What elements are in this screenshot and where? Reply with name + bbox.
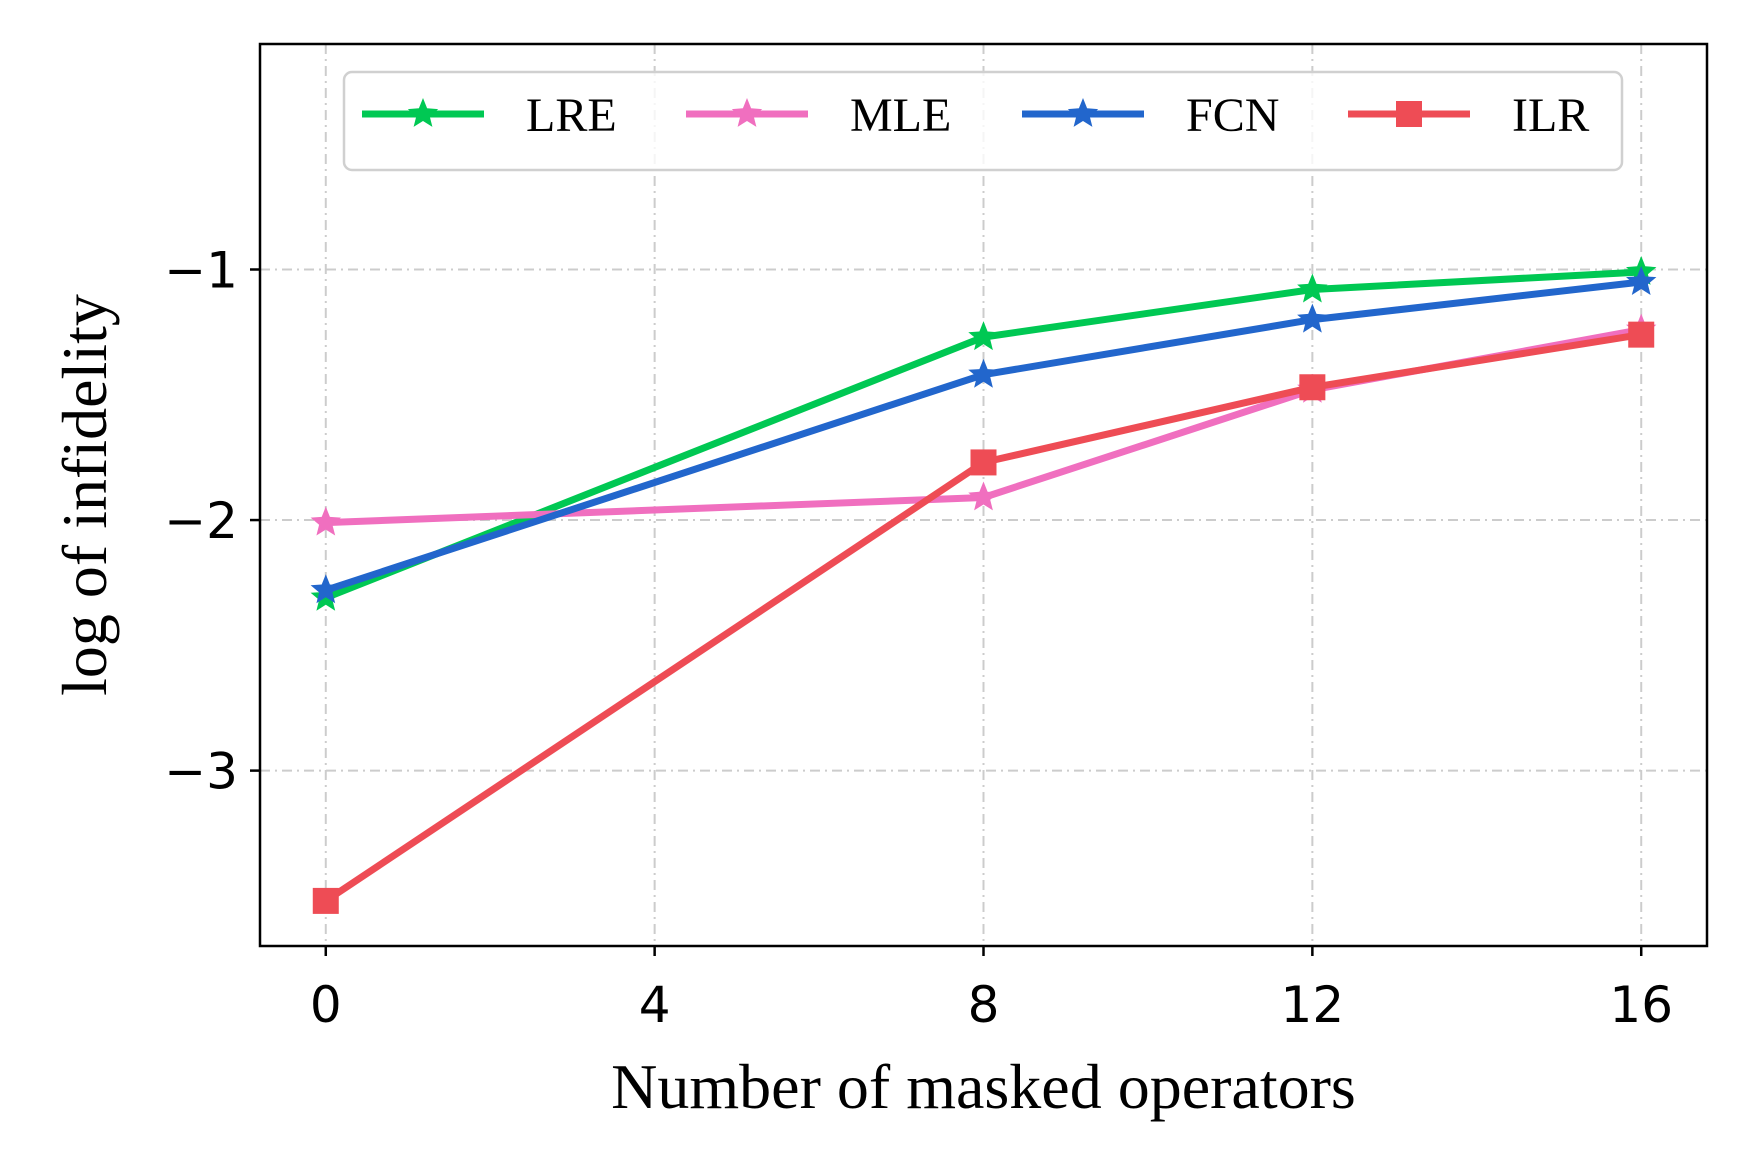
y-axis-title: log of infidelity [49,294,120,696]
series-line-ilr [323,331,1642,904]
data-point-fcn [1297,303,1328,333]
legend-label: MLE [850,89,951,142]
x-tick-label: 16 [1609,976,1673,1034]
legend-entry-lre: LRE [362,89,617,142]
data-point-fcn [1626,266,1657,295]
legend-label: LRE [526,89,617,142]
data-point-ilr [1299,374,1326,401]
data-point-mle [968,481,999,511]
legend-marker [1067,98,1099,127]
data-point-ilr [312,887,339,914]
legend-entry-ilr: ILR [1348,89,1589,142]
series-line-lre [324,268,1642,601]
legend-marker [407,98,439,127]
legend-entry-mle: MLE [686,89,951,142]
series-layer [310,256,1657,914]
y-tick-label: −3 [164,743,238,801]
legend-entry-fcn: FCN [1022,89,1279,142]
legend-marker [731,98,763,127]
series-ilr [312,321,1655,914]
legend-label: FCN [1186,89,1279,142]
x-tick-label: 4 [639,976,671,1034]
data-point-fcn [968,358,999,388]
x-axis-title: Number of masked operators [611,1051,1356,1122]
legend-label: ILR [1512,89,1589,142]
legend-marker [1396,101,1422,127]
data-point-lre [1297,273,1328,303]
y-tick-label: −1 [164,242,238,300]
data-point-fcn [310,574,341,604]
y-tick-label: −2 [164,492,238,550]
x-tick-label: 8 [968,976,1000,1034]
x-tick-label: 0 [310,976,342,1034]
data-point-lre [968,321,999,351]
grid [260,44,1707,946]
legend-box [342,70,1624,172]
series-fcn [310,266,1657,604]
data-point-ilr [970,449,997,476]
x-tick-label: 12 [1281,976,1345,1034]
ticks: 0 4 8 12 16 −1 −2 −3 [164,242,1673,1035]
data-point-mle [310,506,341,536]
data-point-ilr [1628,321,1655,348]
legend: LRE MLE FCN ILR [342,70,1624,172]
series-line-fcn [324,278,1642,594]
